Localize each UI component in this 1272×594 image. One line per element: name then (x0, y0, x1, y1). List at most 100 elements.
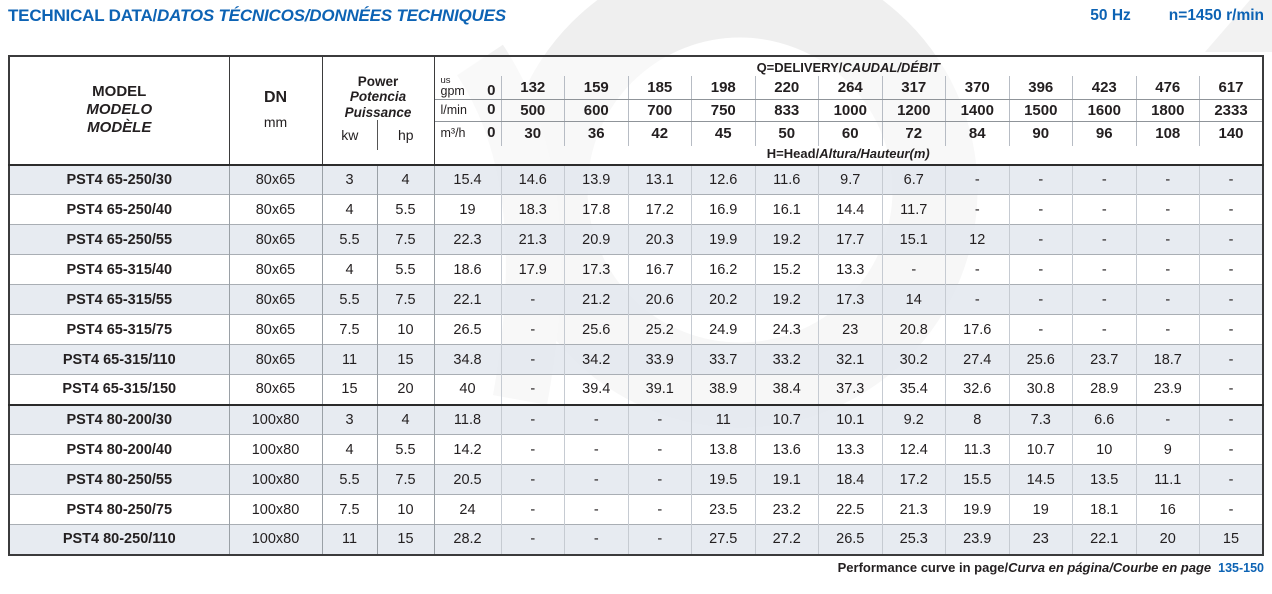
head-value-cell: 24 (433, 494, 501, 525)
head-value-cell: 14.2 (433, 434, 501, 465)
head-value-cell: 16 (1135, 494, 1200, 525)
head-value-cell: 18.3 (500, 194, 565, 225)
head-value-cell: 22.5 (818, 494, 882, 525)
flow-header-value: 264 (818, 76, 882, 100)
flow-header-value: 423 (1072, 76, 1136, 100)
page-title-italic: DATOS TÉCNICOS/DONNÉES TECHNIQUES (157, 6, 506, 25)
head-value-cell: 21.2 (564, 284, 628, 315)
flow-header-value: 140 (1199, 121, 1263, 146)
head-value-cell: 12.4 (881, 434, 946, 465)
flow-header-value: 42 (627, 121, 692, 146)
top-bar: TECHNICAL DATA/DATOS TÉCNICOS/DONNÉES TE… (8, 5, 1264, 26)
head-value-cell: 27.5 (691, 524, 755, 555)
head-value-cell: - (500, 344, 565, 375)
head-value-cell: 28.2 (433, 524, 501, 555)
table-row: PST4 65-315/75 80x65 7.5 10 26.5-25.6 25.2 24.… (9, 314, 1263, 345)
head-value-cell: 17.2 (627, 194, 692, 225)
flow-header-value: 317 (881, 76, 946, 100)
flow-header-value: 476 (1135, 76, 1200, 100)
head-value-cell: 26.5 (433, 314, 501, 345)
power-unit-kw: kw (341, 127, 359, 143)
dn-label: DN (263, 89, 288, 107)
kw-cell: 4 (321, 254, 377, 285)
hp-cell: 15 (376, 344, 434, 375)
head-value-cell: 26.5 (818, 524, 882, 555)
unit-m3h: m³/h (440, 126, 466, 141)
head-value-cell: 19 (433, 194, 501, 225)
dn-cell: 100x80 (228, 403, 322, 435)
head-value-cell: 17.3 (818, 284, 882, 315)
flow-header-value: 500 (500, 99, 565, 122)
head-value-cell: 11.7 (881, 194, 946, 225)
head-value-cell: - (500, 524, 565, 555)
model-column-header: MODEL MODELO MODÈLE (9, 56, 230, 166)
head-value-cell: - (1135, 224, 1200, 255)
flow-header-value: 45 (691, 121, 755, 146)
head-value-cell: - (945, 164, 1009, 195)
head-value-cell: 15.1 (881, 224, 946, 255)
head-value-cell: 9 (1135, 434, 1200, 465)
head-value-cell: 21.3 (881, 494, 946, 525)
head-value-cell: - (1072, 194, 1136, 225)
flow-header-value: 617 (1199, 76, 1263, 100)
head-value-cell: - (1072, 314, 1136, 345)
power-unit-hp: hp (377, 120, 434, 150)
head-value-cell: 20 (1135, 524, 1200, 555)
flow-header-value: 833 (754, 99, 819, 122)
model-cell: PST4 65-315/75 (9, 314, 229, 345)
head-value-cell: 17.2 (881, 464, 946, 495)
head-value-cell: - (1135, 254, 1200, 285)
pump-table: MODEL MODELO MODÈLE DN mm Power Potencia… (8, 55, 1264, 556)
head-value-cell: - (564, 403, 628, 435)
dn-unit: mm (263, 114, 288, 131)
head-value-cell: - (500, 464, 565, 495)
head-value-cell: - (1199, 374, 1263, 405)
dn-cell: 80x65 (228, 314, 322, 345)
head-value-cell: 25.6 (1008, 344, 1073, 375)
model-cell: PST4 65-250/30 (9, 164, 229, 195)
head-value-cell: 30.8 (1008, 374, 1073, 405)
head-value-cell: 11.6 (754, 164, 819, 195)
head-value-cell: 23 (818, 314, 882, 345)
head-value-cell: - (1008, 164, 1073, 195)
head-value-cell: 37.3 (818, 374, 882, 405)
flow-header-value: 1800 (1135, 99, 1200, 122)
hp-cell: 20 (376, 374, 434, 405)
model-cell: PST4 80-250/55 (9, 464, 229, 495)
kw-cell: 5.5 (321, 224, 377, 255)
head-value-cell: - (500, 403, 565, 435)
head-value-cell: 15.4 (433, 164, 501, 195)
head-value-cell: 10.7 (754, 403, 819, 435)
head-value-cell: 35.4 (881, 374, 946, 405)
flow-header-value: 60 (818, 121, 882, 146)
flow-header-value: 108 (1135, 121, 1200, 146)
head-value-cell: 20.8 (881, 314, 946, 345)
table-row: PST4 65-315/55 80x65 5.5 7.5 22.1-21.2 20.6 20… (9, 284, 1263, 315)
page-title-normal: TECHNICAL DATA/ (8, 6, 158, 25)
kw-cell: 5.5 (321, 464, 377, 495)
power-header-line: Power (357, 73, 399, 89)
head-value-cell: 19.9 (945, 494, 1009, 525)
kw-cell: 11 (321, 524, 377, 555)
head-value-cell: 14 (881, 284, 946, 315)
flow-header-value: 96 (1072, 121, 1136, 146)
head-value-cell: 17.3 (564, 254, 628, 285)
head-value-cell: - (564, 434, 628, 465)
head-value-cell: 15.5 (945, 464, 1009, 495)
flow-header-value: 1200 (881, 99, 946, 122)
hp-cell: 7.5 (376, 464, 434, 495)
head-header-unit: (m) (909, 145, 930, 161)
head-value-cell: 11.1 (1135, 464, 1200, 495)
kw-cell: 3 (321, 403, 377, 435)
model-cell: PST4 65-315/110 (9, 344, 229, 375)
head-value-cell: 30.2 (881, 344, 946, 375)
head-value-cell: 17.6 (945, 314, 1009, 345)
head-value-cell: - (1008, 284, 1073, 315)
table-row: PST4 80-250/75 100x80 7.5 10 24- - -23.5 23.2 22… (9, 494, 1263, 525)
head-value-cell: 38.9 (691, 374, 755, 405)
head-value-cell: 20.2 (691, 284, 755, 315)
head-value-cell: 13.1 (627, 164, 692, 195)
head-value-cell: 24.9 (691, 314, 755, 345)
head-value-cell: 16.7 (627, 254, 692, 285)
head-value-cell: - (500, 374, 565, 405)
